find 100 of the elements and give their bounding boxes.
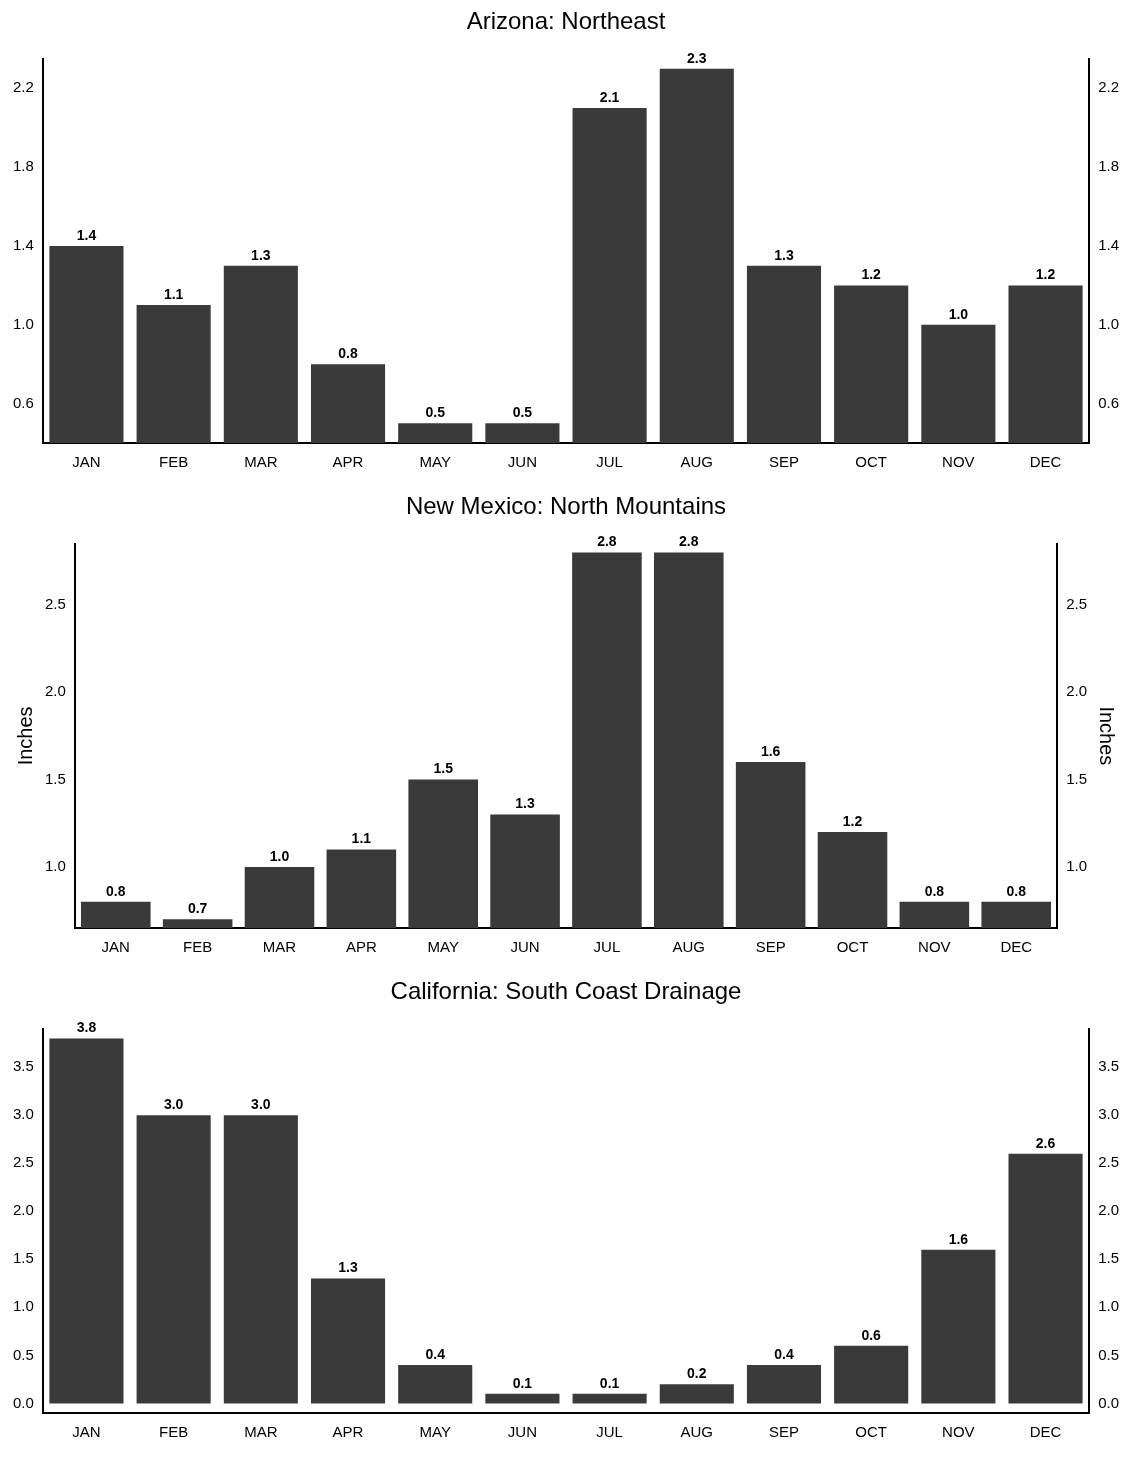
y-tick-label: 1.8: [12, 157, 34, 175]
data-label: 1.2: [861, 266, 882, 283]
data-label: 2.8: [679, 533, 699, 550]
y2-tick-label: 0.5: [1098, 1345, 1120, 1363]
y2-tick-label: 1.0: [1098, 1297, 1120, 1315]
x-tick-label: MAY: [419, 453, 451, 471]
bar: [572, 1393, 647, 1404]
y2-tick-label: 0.0: [1098, 1393, 1120, 1411]
x-tick-label: NOV: [942, 453, 975, 471]
data-label: 1.2: [1035, 266, 1056, 283]
bar: [746, 1364, 822, 1404]
x-tick-label: JUN: [510, 938, 540, 956]
bar: [310, 1278, 386, 1404]
y-axis-title: Inches: [13, 706, 36, 766]
bar: [921, 1249, 996, 1404]
x-tick-label: SEP: [768, 1423, 799, 1441]
data-label: 0.5: [425, 404, 446, 421]
x-tick-label: FEB: [159, 453, 189, 471]
y-tick-label: 1.0: [44, 857, 66, 875]
x-tick-label: JAN: [72, 453, 101, 471]
y-tick-label: 2.0: [44, 682, 66, 700]
y-tick-label: 1.5: [12, 1249, 34, 1267]
data-label: 0.1: [599, 1374, 620, 1391]
y2-tick-label: 2.5: [1066, 595, 1088, 613]
y2-tick-label: 2.0: [1066, 682, 1088, 700]
x-tick-label: JAN: [101, 938, 130, 956]
data-label: 1.6: [948, 1230, 969, 1247]
data-label: 1.0: [269, 847, 290, 864]
x-tick-label: MAY: [427, 938, 459, 956]
data-label: 1.1: [351, 830, 372, 847]
data-label: 0.1: [512, 1374, 533, 1391]
data-label: 1.5: [433, 760, 454, 777]
data-label: 1.0: [948, 305, 969, 322]
data-label: 0.5: [512, 404, 533, 421]
data-label: 1.3: [774, 246, 794, 263]
y2-tick-label: 1.4: [1098, 236, 1120, 254]
data-label: 0.2: [687, 1365, 707, 1382]
data-label: 1.3: [251, 246, 271, 263]
bar: [398, 1364, 473, 1404]
x-tick-label: JAN: [72, 1423, 101, 1441]
x-tick-label: MAR: [244, 1423, 278, 1441]
y-tick-label: 1.4: [12, 236, 34, 254]
data-label: 1.1: [163, 285, 184, 302]
y2-tick-label: 2.0: [1098, 1201, 1120, 1219]
data-label: 1.4: [76, 226, 97, 243]
chart-title: New Mexico: North Mountains: [405, 492, 727, 520]
data-label: 3.0: [251, 1096, 271, 1113]
data-label: 0.8: [106, 882, 126, 899]
y2-tick-label: 2.2: [1098, 78, 1120, 96]
y-tick-label: 1.5: [44, 769, 66, 787]
data-label: 3.0: [163, 1096, 184, 1113]
y-tick-label: 0.0: [12, 1393, 34, 1411]
x-tick-label: DEC: [1029, 453, 1062, 471]
data-label: 0.4: [774, 1345, 794, 1362]
y2-tick-label: 1.5: [1098, 1249, 1120, 1267]
y2-tick-label: 1.5: [1066, 769, 1088, 787]
x-tick-label: FEB: [159, 1423, 189, 1441]
y2-tick-label: 3.0: [1098, 1105, 1120, 1123]
bar: [136, 1115, 211, 1404]
y-tick-label: 2.5: [12, 1153, 34, 1171]
bar: [834, 1345, 909, 1404]
x-tick-label: SEP: [768, 453, 799, 471]
x-tick-label: OCT: [855, 1423, 888, 1441]
x-tick-label: MAY: [419, 1423, 451, 1441]
y-tick-label: 2.5: [44, 595, 66, 613]
y2-axis-title: Inches: [1096, 706, 1119, 766]
x-tick-label: JUL: [596, 1423, 623, 1441]
data-label: 0.4: [425, 1345, 446, 1362]
x-tick-label: JUN: [507, 453, 537, 471]
x-tick-label: OCT: [836, 938, 869, 956]
data-label: 1.2: [842, 812, 863, 829]
bar: [49, 1038, 124, 1404]
data-label: 2.6: [1035, 1134, 1056, 1151]
x-tick-label: OCT: [855, 453, 888, 471]
y-tick-label: 2.2: [12, 78, 34, 96]
bar: [659, 1384, 734, 1404]
x-tick-label: APR: [345, 938, 377, 956]
data-label: 1.3: [338, 1259, 358, 1276]
bar: [223, 1115, 298, 1404]
x-tick-label: AUG: [680, 453, 714, 471]
y2-tick-label: 1.0: [1066, 857, 1088, 875]
data-label: 0.8: [924, 882, 945, 899]
data-label: 3.8: [76, 1019, 97, 1036]
x-tick-label: AUG: [680, 1423, 714, 1441]
x-tick-label: MAR: [244, 453, 278, 471]
data-label: 2.1: [599, 88, 620, 105]
y-tick-label: 0.6: [12, 393, 34, 411]
y-tick-label: 3.5: [12, 1057, 34, 1075]
y2-tick-label: 1.8: [1098, 157, 1120, 175]
x-tick-label: DEC: [1000, 938, 1033, 956]
x-tick-label: APR: [332, 453, 364, 471]
data-label: 0.7: [187, 900, 208, 917]
data-label: 1.3: [515, 795, 536, 812]
x-tick-label: SEP: [755, 938, 786, 956]
x-tick-label: MAR: [262, 938, 297, 956]
y-tick-label: 0.5: [12, 1345, 34, 1363]
y2-tick-label: 3.5: [1098, 1057, 1120, 1075]
x-tick-label: APR: [332, 1423, 364, 1441]
x-tick-label: NOV: [942, 1423, 975, 1441]
y2-tick-label: 2.5: [1098, 1153, 1120, 1171]
